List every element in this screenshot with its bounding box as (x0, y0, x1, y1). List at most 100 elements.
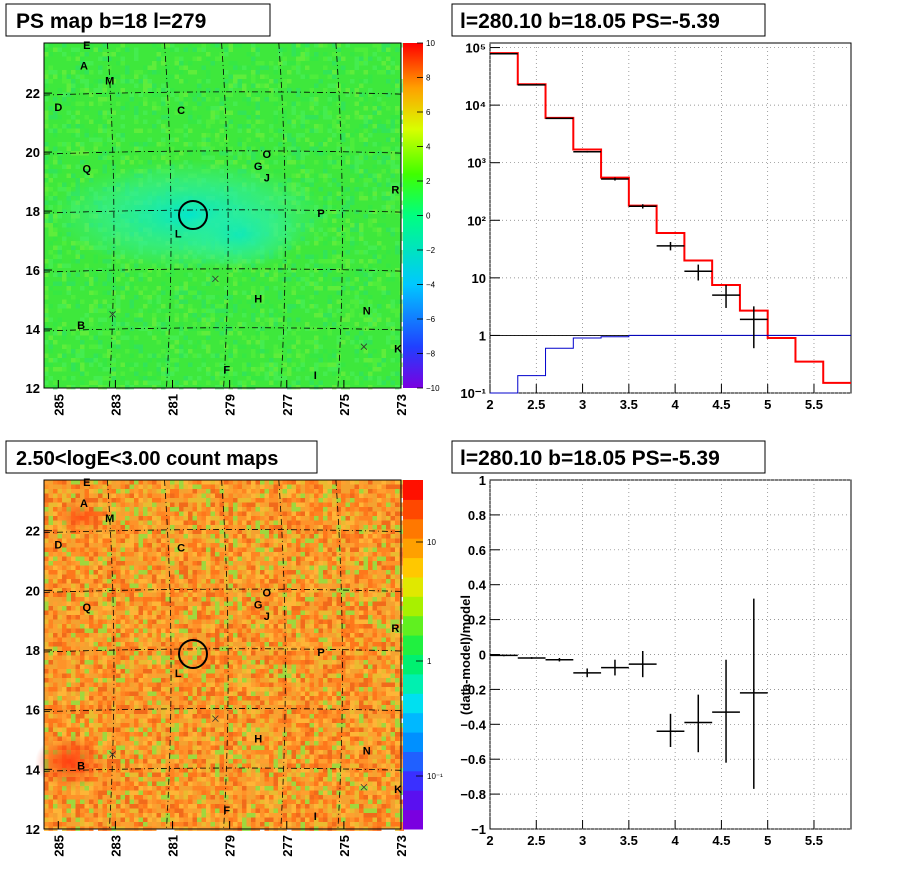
ps-pixel (323, 268, 328, 273)
count-pixel (291, 525, 296, 530)
ps-pixel (305, 137, 310, 142)
ps-pixel (291, 272, 296, 277)
ps-pixel (75, 259, 80, 264)
ps-pixel (336, 43, 341, 48)
ps-pixel (156, 272, 161, 277)
ps-pixel (273, 133, 278, 138)
count-pixel (354, 507, 359, 512)
count-pixel (354, 502, 359, 507)
count-pixel (161, 529, 166, 534)
x-tick-label: 273 (394, 394, 409, 416)
ps-pixel (368, 272, 373, 277)
ps-pixel (98, 79, 103, 84)
count-pixel (350, 552, 355, 557)
count-pixel (260, 480, 265, 485)
count-pixel (399, 606, 404, 611)
count-pixel (390, 489, 395, 494)
ps-pixel (71, 128, 76, 133)
ps-pixel (287, 340, 292, 345)
ps-pixel (48, 227, 53, 232)
ps-pixel (332, 133, 337, 138)
count-pixel (273, 610, 278, 615)
ps-pixel (386, 263, 391, 268)
count-pixel (309, 547, 314, 552)
ps-pixel (165, 344, 170, 349)
count-pixel (318, 520, 323, 525)
ps-pixel (233, 277, 238, 282)
ps-pixel (359, 290, 364, 295)
count-pixel (165, 489, 170, 494)
count-pixel (305, 502, 310, 507)
ps-pixel (296, 70, 301, 75)
count-pixel (287, 552, 292, 557)
ps-pixel (309, 254, 314, 259)
ps-pixel (242, 142, 247, 147)
ps-pixel (395, 313, 400, 318)
count-pixel (57, 493, 62, 498)
ps-pixel (93, 299, 98, 304)
count-pixel (120, 606, 125, 611)
count-pixel (359, 480, 364, 485)
count-pixel (278, 520, 283, 525)
ps-pixel (98, 317, 103, 322)
ps-pixel (219, 308, 224, 313)
ps-pixel (210, 61, 215, 66)
ps-pixel (210, 146, 215, 151)
ps-pixel (390, 83, 395, 88)
ps-pixel (359, 277, 364, 282)
count-pixel (156, 547, 161, 552)
count-pixel (381, 538, 386, 543)
count-pixel (125, 583, 130, 588)
count-pixel (228, 579, 233, 584)
count-pixel (323, 511, 328, 516)
ps-pixel (363, 97, 368, 102)
ps-pixel (336, 101, 341, 106)
count-pixel (246, 583, 251, 588)
count-pixel (75, 606, 80, 611)
count-pixel (237, 480, 242, 485)
count-pixel (390, 606, 395, 611)
ps-pixel (390, 322, 395, 327)
count-pixel (197, 516, 202, 521)
count-pixel (156, 511, 161, 516)
spectrum-y-tick-label: 10⁴ (465, 98, 486, 113)
count-pixel (111, 556, 116, 561)
ps-pixel (201, 155, 206, 160)
ps-pixel (215, 308, 220, 313)
ps-pixel (363, 124, 368, 129)
count-pixel (327, 538, 332, 543)
ps-pixel (93, 335, 98, 340)
ps-pixel (57, 115, 62, 120)
count-pixel (372, 601, 377, 606)
count-pixel (296, 588, 301, 593)
count-pixel (291, 561, 296, 566)
ps-pixel (381, 160, 386, 165)
count-pixel (224, 480, 229, 485)
ps-pixel (323, 178, 328, 183)
ps-pixel (260, 74, 265, 79)
ps-pixel (246, 52, 251, 57)
ps-pixel (309, 115, 314, 120)
ps-pixel (282, 308, 287, 313)
ps-pixel (62, 92, 67, 97)
count-pixel (80, 561, 85, 566)
ps-pixel (395, 344, 400, 349)
count-pixel (345, 525, 350, 530)
count-pixel (125, 525, 130, 530)
count-pixel (75, 556, 80, 561)
ps-pixel (147, 331, 152, 336)
ps-pixel (57, 353, 62, 358)
ps-pixel (372, 124, 377, 129)
count-pixel (390, 574, 395, 579)
count-pixel (282, 565, 287, 570)
ps-pixel (138, 313, 143, 318)
ps-pixel (134, 106, 139, 111)
ps-pixel (120, 286, 125, 291)
ps-pixel (327, 358, 332, 363)
count-pixel (44, 547, 49, 552)
ps-pixel (138, 376, 143, 381)
ps-pixel (287, 358, 292, 363)
ps-pixel (188, 326, 193, 331)
ps-pixel (210, 313, 215, 318)
ps-pixel (372, 349, 377, 354)
